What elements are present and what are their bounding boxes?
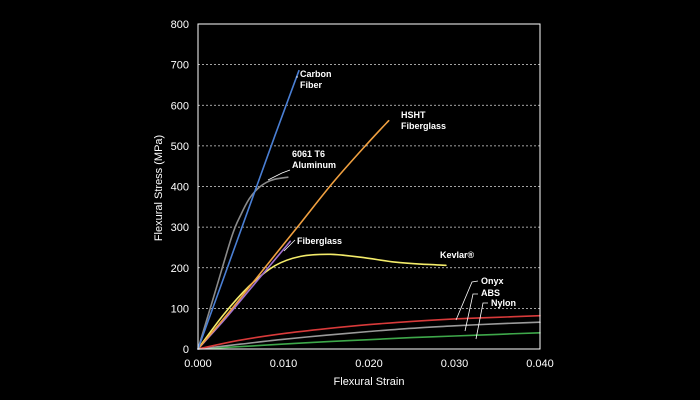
y-tick-label: 700 xyxy=(171,60,189,72)
series-label-kevlar: Kevlar® xyxy=(440,250,475,260)
label-leader-nylon xyxy=(475,302,488,340)
y-tick-label: 0 xyxy=(183,344,189,356)
y-tick-label: 500 xyxy=(171,141,189,153)
y-tick-label: 300 xyxy=(171,222,189,234)
series-label-hsht-fiberglass: HSHT Fiberglass xyxy=(401,110,446,131)
x-tick-labels: 0.000 0.010 0.020 0.030 0.040 xyxy=(184,358,554,370)
label-leader-abs xyxy=(464,293,478,332)
series-line-nylon xyxy=(197,332,541,350)
series-lines xyxy=(197,69,541,350)
series-line-kevlar xyxy=(197,253,447,350)
x-tick-label: 0.010 xyxy=(270,358,298,370)
series-line-hsht-fiberglass xyxy=(197,119,390,350)
series-line-carbon-fiber xyxy=(197,69,300,350)
series-label-abs: ABS xyxy=(481,288,500,298)
y-axis-title: Flexural Stress (MPa) xyxy=(153,135,165,241)
x-tick-label: 0.020 xyxy=(355,358,383,370)
y-tick-label: 200 xyxy=(171,263,189,275)
y-tick-label: 600 xyxy=(171,100,189,112)
x-axis-title: Flexural Strain xyxy=(334,376,405,388)
series-label-fiberglass: Fiberglass xyxy=(297,236,342,246)
x-tick-label: 0.030 xyxy=(441,358,469,370)
label-leader-onyx xyxy=(455,280,479,321)
label-leader-6061-t6-aluminum xyxy=(267,169,291,181)
series-line-6061-t6-aluminum xyxy=(197,176,289,350)
y-tick-label: 100 xyxy=(171,303,189,315)
series-label-nylon: Nylon xyxy=(491,298,516,308)
series-line-abs xyxy=(197,321,541,350)
y-tick-labels: 0 100 200 300 400 500 600 700 800 xyxy=(171,19,189,356)
series-labels: Carbon Fiber HSHT Fiberglass 6061 T6 Aluminum… xyxy=(267,69,516,340)
label-leader-fiberglass xyxy=(283,239,296,252)
series-line-fiberglass xyxy=(197,240,292,350)
grid-lines xyxy=(198,64,540,309)
x-tick-label: 0.040 xyxy=(526,358,554,370)
y-tick-label: 400 xyxy=(171,182,189,194)
series-line-onyx xyxy=(197,314,541,350)
plot-frame xyxy=(197,23,541,350)
series-label-onyx: Onyx xyxy=(481,276,504,286)
series-label-6061-t6-aluminum: 6061 T6 Aluminum xyxy=(292,149,336,170)
x-tick-label: 0.000 xyxy=(184,358,212,370)
y-tick-label: 800 xyxy=(171,19,189,31)
series-label-carbon-fiber: Carbon Fiber xyxy=(300,69,332,90)
